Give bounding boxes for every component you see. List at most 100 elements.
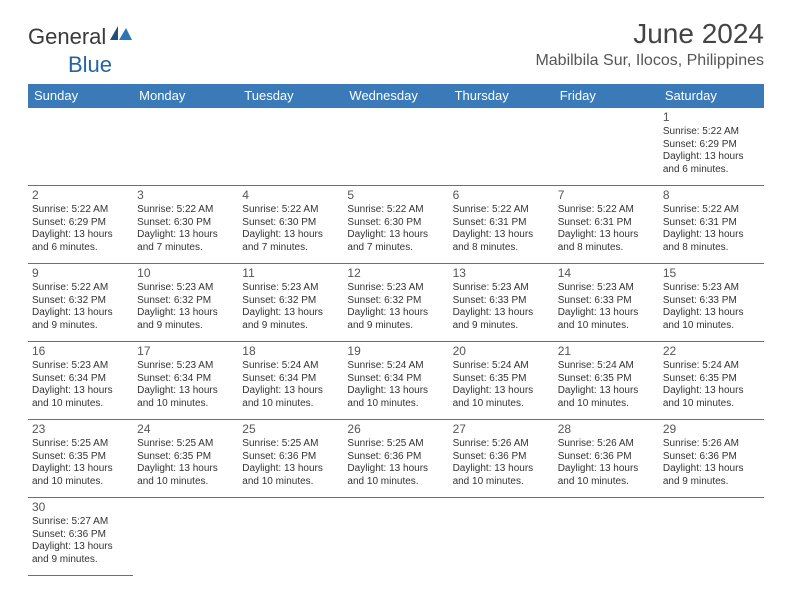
daylight-line: Daylight: 13 hours and 7 minutes. xyxy=(347,229,444,254)
brand-text-general: General xyxy=(28,24,106,50)
sunset-line: Sunset: 6:31 PM xyxy=(663,217,760,230)
sunrise-line: Sunrise: 5:25 AM xyxy=(347,438,444,451)
week-row: 2Sunrise: 5:22 AMSunset: 6:29 PMDaylight… xyxy=(28,186,764,264)
daylight-line: Daylight: 13 hours and 10 minutes. xyxy=(453,463,550,488)
day-number: 15 xyxy=(663,266,760,281)
day-cell: 15Sunrise: 5:23 AMSunset: 6:33 PMDayligh… xyxy=(659,264,764,342)
sunrise-line: Sunrise: 5:23 AM xyxy=(347,282,444,295)
empty-cell xyxy=(659,498,764,576)
day-cell: 5Sunrise: 5:22 AMSunset: 6:30 PMDaylight… xyxy=(343,186,448,264)
empty-cell xyxy=(238,498,343,576)
sunset-line: Sunset: 6:36 PM xyxy=(242,451,339,464)
flag-icon xyxy=(110,24,136,47)
sunset-line: Sunset: 6:36 PM xyxy=(347,451,444,464)
day-number: 30 xyxy=(32,500,129,515)
weekday-header: Friday xyxy=(554,84,659,108)
sunrise-line: Sunrise: 5:27 AM xyxy=(32,516,129,529)
week-row: 23Sunrise: 5:25 AMSunset: 6:35 PMDayligh… xyxy=(28,420,764,498)
day-cell: 21Sunrise: 5:24 AMSunset: 6:35 PMDayligh… xyxy=(554,342,659,420)
day-cell: 6Sunrise: 5:22 AMSunset: 6:31 PMDaylight… xyxy=(449,186,554,264)
empty-cell xyxy=(343,498,448,576)
day-cell: 12Sunrise: 5:23 AMSunset: 6:32 PMDayligh… xyxy=(343,264,448,342)
sunset-line: Sunset: 6:33 PM xyxy=(663,295,760,308)
day-cell: 9Sunrise: 5:22 AMSunset: 6:32 PMDaylight… xyxy=(28,264,133,342)
week-row: 16Sunrise: 5:23 AMSunset: 6:34 PMDayligh… xyxy=(28,342,764,420)
day-number: 20 xyxy=(453,344,550,359)
empty-cell xyxy=(343,108,448,186)
sunset-line: Sunset: 6:31 PM xyxy=(558,217,655,230)
day-cell: 18Sunrise: 5:24 AMSunset: 6:34 PMDayligh… xyxy=(238,342,343,420)
empty-cell xyxy=(238,108,343,186)
daylight-line: Daylight: 13 hours and 10 minutes. xyxy=(663,307,760,332)
weekday-header: Saturday xyxy=(659,84,764,108)
day-number: 8 xyxy=(663,188,760,203)
sunset-line: Sunset: 6:30 PM xyxy=(242,217,339,230)
sunset-line: Sunset: 6:31 PM xyxy=(453,217,550,230)
day-cell: 27Sunrise: 5:26 AMSunset: 6:36 PMDayligh… xyxy=(449,420,554,498)
sunset-line: Sunset: 6:34 PM xyxy=(137,373,234,386)
day-cell: 19Sunrise: 5:24 AMSunset: 6:34 PMDayligh… xyxy=(343,342,448,420)
day-number: 3 xyxy=(137,188,234,203)
day-number: 26 xyxy=(347,422,444,437)
sunrise-line: Sunrise: 5:22 AM xyxy=(663,204,760,217)
daylight-line: Daylight: 13 hours and 9 minutes. xyxy=(242,307,339,332)
daylight-line: Daylight: 13 hours and 10 minutes. xyxy=(347,463,444,488)
sunset-line: Sunset: 6:33 PM xyxy=(558,295,655,308)
month-title: June 2024 xyxy=(535,18,764,50)
sunrise-line: Sunrise: 5:24 AM xyxy=(347,360,444,373)
day-cell: 25Sunrise: 5:25 AMSunset: 6:36 PMDayligh… xyxy=(238,420,343,498)
sunset-line: Sunset: 6:29 PM xyxy=(663,139,760,152)
day-number: 7 xyxy=(558,188,655,203)
day-cell: 20Sunrise: 5:24 AMSunset: 6:35 PMDayligh… xyxy=(449,342,554,420)
daylight-line: Daylight: 13 hours and 9 minutes. xyxy=(347,307,444,332)
calendar-body: 1Sunrise: 5:22 AMSunset: 6:29 PMDaylight… xyxy=(28,108,764,576)
sunset-line: Sunset: 6:35 PM xyxy=(453,373,550,386)
sunset-line: Sunset: 6:35 PM xyxy=(32,451,129,464)
day-cell: 16Sunrise: 5:23 AMSunset: 6:34 PMDayligh… xyxy=(28,342,133,420)
sunrise-line: Sunrise: 5:22 AM xyxy=(347,204,444,217)
day-number: 2 xyxy=(32,188,129,203)
daylight-line: Daylight: 13 hours and 9 minutes. xyxy=(32,541,129,566)
daylight-line: Daylight: 13 hours and 10 minutes. xyxy=(663,385,760,410)
day-number: 9 xyxy=(32,266,129,281)
sunset-line: Sunset: 6:30 PM xyxy=(347,217,444,230)
weekday-header: Wednesday xyxy=(343,84,448,108)
sunrise-line: Sunrise: 5:24 AM xyxy=(242,360,339,373)
sunset-line: Sunset: 6:34 PM xyxy=(347,373,444,386)
day-number: 1 xyxy=(663,110,760,125)
daylight-line: Daylight: 13 hours and 7 minutes. xyxy=(137,229,234,254)
day-number: 27 xyxy=(453,422,550,437)
sunset-line: Sunset: 6:36 PM xyxy=(32,529,129,542)
day-cell: 23Sunrise: 5:25 AMSunset: 6:35 PMDayligh… xyxy=(28,420,133,498)
daylight-line: Daylight: 13 hours and 6 minutes. xyxy=(32,229,129,254)
day-number: 16 xyxy=(32,344,129,359)
weekday-header: Monday xyxy=(133,84,238,108)
sunrise-line: Sunrise: 5:22 AM xyxy=(663,126,760,139)
day-number: 18 xyxy=(242,344,339,359)
day-number: 22 xyxy=(663,344,760,359)
sunrise-line: Sunrise: 5:22 AM xyxy=(32,204,129,217)
sunrise-line: Sunrise: 5:23 AM xyxy=(453,282,550,295)
day-number: 24 xyxy=(137,422,234,437)
daylight-line: Daylight: 13 hours and 10 minutes. xyxy=(558,463,655,488)
daylight-line: Daylight: 13 hours and 8 minutes. xyxy=(663,229,760,254)
day-cell: 8Sunrise: 5:22 AMSunset: 6:31 PMDaylight… xyxy=(659,186,764,264)
day-number: 17 xyxy=(137,344,234,359)
sunrise-line: Sunrise: 5:24 AM xyxy=(558,360,655,373)
day-cell: 17Sunrise: 5:23 AMSunset: 6:34 PMDayligh… xyxy=(133,342,238,420)
sunrise-line: Sunrise: 5:24 AM xyxy=(453,360,550,373)
daylight-line: Daylight: 13 hours and 9 minutes. xyxy=(453,307,550,332)
sunrise-line: Sunrise: 5:23 AM xyxy=(137,282,234,295)
sunset-line: Sunset: 6:36 PM xyxy=(558,451,655,464)
sunrise-line: Sunrise: 5:23 AM xyxy=(137,360,234,373)
day-cell: 7Sunrise: 5:22 AMSunset: 6:31 PMDaylight… xyxy=(554,186,659,264)
week-row: 30Sunrise: 5:27 AMSunset: 6:36 PMDayligh… xyxy=(28,498,764,576)
sunrise-line: Sunrise: 5:22 AM xyxy=(242,204,339,217)
empty-cell xyxy=(449,498,554,576)
sunrise-line: Sunrise: 5:25 AM xyxy=(32,438,129,451)
day-cell: 13Sunrise: 5:23 AMSunset: 6:33 PMDayligh… xyxy=(449,264,554,342)
sunrise-line: Sunrise: 5:26 AM xyxy=(453,438,550,451)
sunset-line: Sunset: 6:32 PM xyxy=(137,295,234,308)
empty-cell xyxy=(554,498,659,576)
day-cell: 29Sunrise: 5:26 AMSunset: 6:36 PMDayligh… xyxy=(659,420,764,498)
